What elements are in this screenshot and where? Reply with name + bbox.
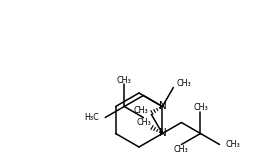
Text: CH₃: CH₃ — [225, 140, 240, 149]
Text: N: N — [158, 101, 166, 112]
Text: CH₃: CH₃ — [193, 103, 208, 112]
Text: CH₃: CH₃ — [137, 118, 152, 127]
Text: H₃C: H₃C — [85, 113, 99, 122]
Text: CH₃: CH₃ — [176, 79, 191, 88]
Text: CH₃: CH₃ — [117, 76, 132, 85]
Text: CH₃: CH₃ — [134, 106, 148, 115]
Text: CH₃: CH₃ — [173, 145, 188, 154]
Text: N: N — [158, 128, 166, 139]
